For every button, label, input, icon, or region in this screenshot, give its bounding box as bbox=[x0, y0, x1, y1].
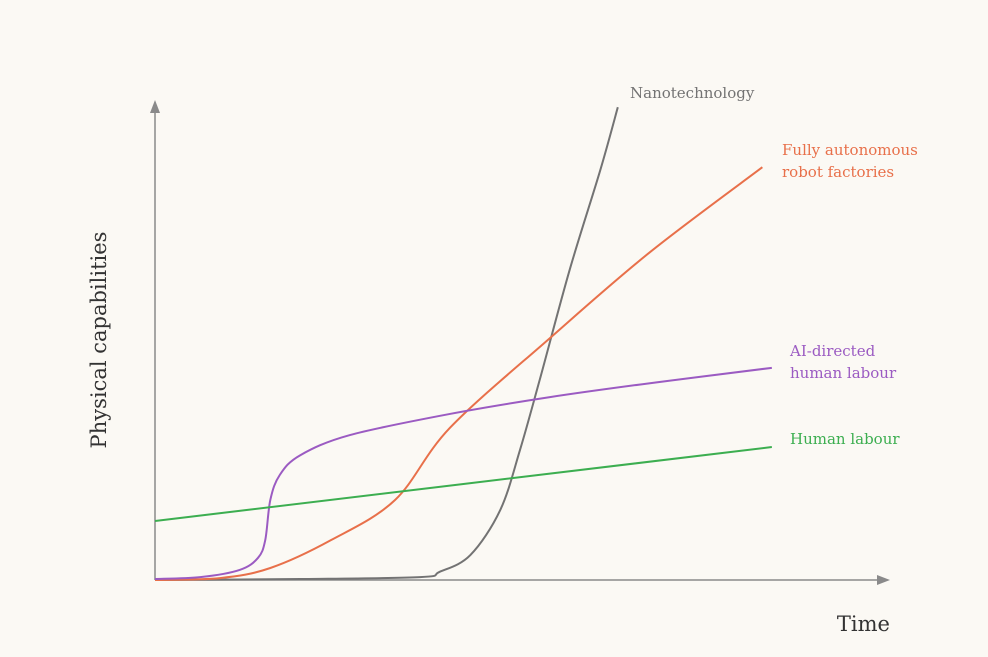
y-axis-label: Physical capabilities bbox=[87, 232, 111, 449]
series-label: Nanotechnology bbox=[630, 84, 755, 102]
series-label-line: Human labour bbox=[790, 430, 900, 448]
series-label-line: Nanotechnology bbox=[630, 84, 755, 102]
series-line bbox=[154, 366, 772, 581]
series-line bbox=[154, 106, 619, 581]
series-label-line: human labour bbox=[790, 364, 897, 382]
series-label: Human labour bbox=[790, 430, 900, 448]
series-label-line: Fully autonomous bbox=[782, 141, 918, 159]
series-label-line: robot factories bbox=[782, 163, 894, 181]
series-line bbox=[154, 166, 763, 581]
series-label-line: AI-directed bbox=[789, 342, 876, 360]
x-axis-arrow bbox=[877, 575, 890, 585]
series-label: AI-directed human labour bbox=[789, 342, 897, 382]
x-axis-label: Time bbox=[837, 612, 890, 636]
series-label: Fully autonomous robot factories bbox=[782, 141, 918, 181]
series-line bbox=[154, 446, 772, 522]
y-axis-arrow bbox=[150, 100, 160, 113]
